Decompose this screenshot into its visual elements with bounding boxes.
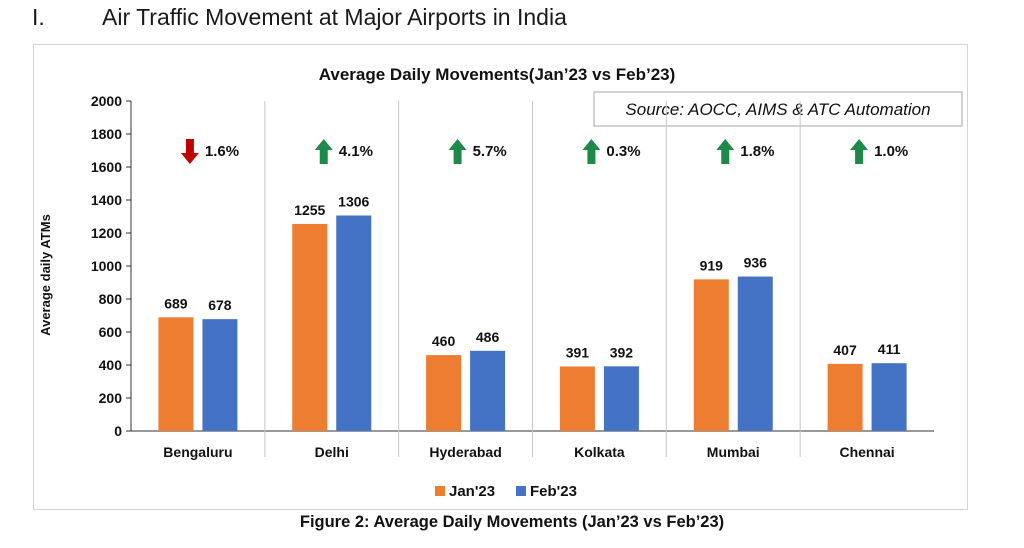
y-tick-label: 0	[114, 423, 122, 439]
x-tick-label: Hyderabad	[429, 444, 501, 460]
arrow-down-icon	[180, 139, 199, 164]
data-label: 392	[610, 344, 634, 360]
data-label: 391	[566, 344, 590, 360]
figure-caption: Figure 2: Average Daily Movements (Jan’2…	[299, 513, 725, 531]
bar-chart: Average Daily Movements(Jan’23 vs Feb’23…	[38, 65, 963, 500]
legend-label-jan: Jan'23	[449, 483, 495, 500]
arrow-up-icon	[716, 139, 735, 164]
bar-feb	[470, 350, 506, 431]
chart-frame: Average Daily Movements(Jan’23 vs Feb’23…	[33, 44, 968, 510]
change-percent-label: 0.3%	[606, 143, 640, 160]
section-number: I.	[32, 4, 45, 30]
data-label: 678	[208, 297, 232, 313]
legend-swatch-jan	[435, 486, 445, 496]
change-percent-label: 1.0%	[874, 143, 908, 160]
bar-jan	[559, 366, 595, 431]
y-tick-label: 200	[99, 390, 123, 406]
data-label: 1255	[294, 202, 325, 218]
bar-jan	[827, 363, 863, 431]
change-percent-label: 5.7%	[473, 143, 507, 160]
x-tick-label: Delhi	[315, 444, 349, 460]
bar-jan	[158, 317, 194, 431]
change-percent-label: 1.8%	[740, 143, 774, 160]
data-label: 936	[744, 255, 768, 271]
chart-title: Average Daily Movements(Jan’23 vs Feb’23…	[319, 65, 676, 84]
y-tick-label: 600	[99, 324, 123, 340]
x-tick-label: Chennai	[839, 444, 894, 460]
change-percent-label: 1.6%	[205, 143, 239, 160]
section-title: Air Traffic Movement at Major Airports i…	[102, 4, 567, 30]
data-label: 1306	[338, 194, 369, 210]
change-percent-label: 4.1%	[339, 143, 373, 160]
data-label: 411	[878, 341, 901, 357]
bar-jan	[426, 355, 462, 431]
bar-feb	[871, 363, 907, 431]
plot-area: 0 200 400 600 800 1000 1200 1400 1600 1800 2000 Ben…	[91, 93, 934, 460]
x-tick-label: Kolkata	[574, 444, 625, 460]
arrow-up-icon	[850, 139, 869, 164]
data-label: 919	[700, 257, 724, 273]
section-heading: I. Air Traffic Movement at Major Airports…	[32, 4, 1024, 31]
arrow-up-icon	[448, 139, 467, 164]
legend-label-feb: Feb'23	[530, 483, 577, 500]
x-tick-label: Bengaluru	[163, 444, 232, 460]
legend: Jan'23 Feb'23	[435, 483, 577, 500]
y-tick-label: 1000	[91, 258, 122, 274]
bar-feb	[336, 215, 372, 431]
y-tick-label: 1400	[91, 192, 122, 208]
data-label: 689	[164, 295, 188, 311]
bar-feb	[603, 366, 639, 431]
bar-jan	[292, 223, 328, 431]
data-label: 486	[476, 329, 500, 345]
y-tick-label: 800	[99, 291, 123, 307]
legend-swatch-feb	[516, 486, 526, 496]
x-tick-label: Mumbai	[707, 444, 760, 460]
y-tick-label: 2000	[91, 93, 122, 109]
bar-jan	[693, 279, 729, 431]
y-axis-label: Average daily ATMs	[38, 214, 53, 336]
data-label: 460	[432, 333, 456, 349]
bar-feb	[737, 276, 773, 431]
arrow-up-icon	[314, 139, 333, 164]
y-tick-label: 400	[99, 357, 123, 373]
y-tick-label: 1600	[91, 159, 122, 175]
y-tick-label: 1200	[91, 225, 122, 241]
bar-feb	[202, 319, 238, 431]
data-label: 407	[833, 342, 857, 358]
arrow-up-icon	[582, 139, 601, 164]
source-note-box: Source: AOCC, AIMS & ATC Automation	[593, 91, 963, 127]
source-note: Source: AOCC, AIMS & ATC Automation	[625, 100, 930, 119]
y-tick-label: 1800	[91, 126, 122, 142]
